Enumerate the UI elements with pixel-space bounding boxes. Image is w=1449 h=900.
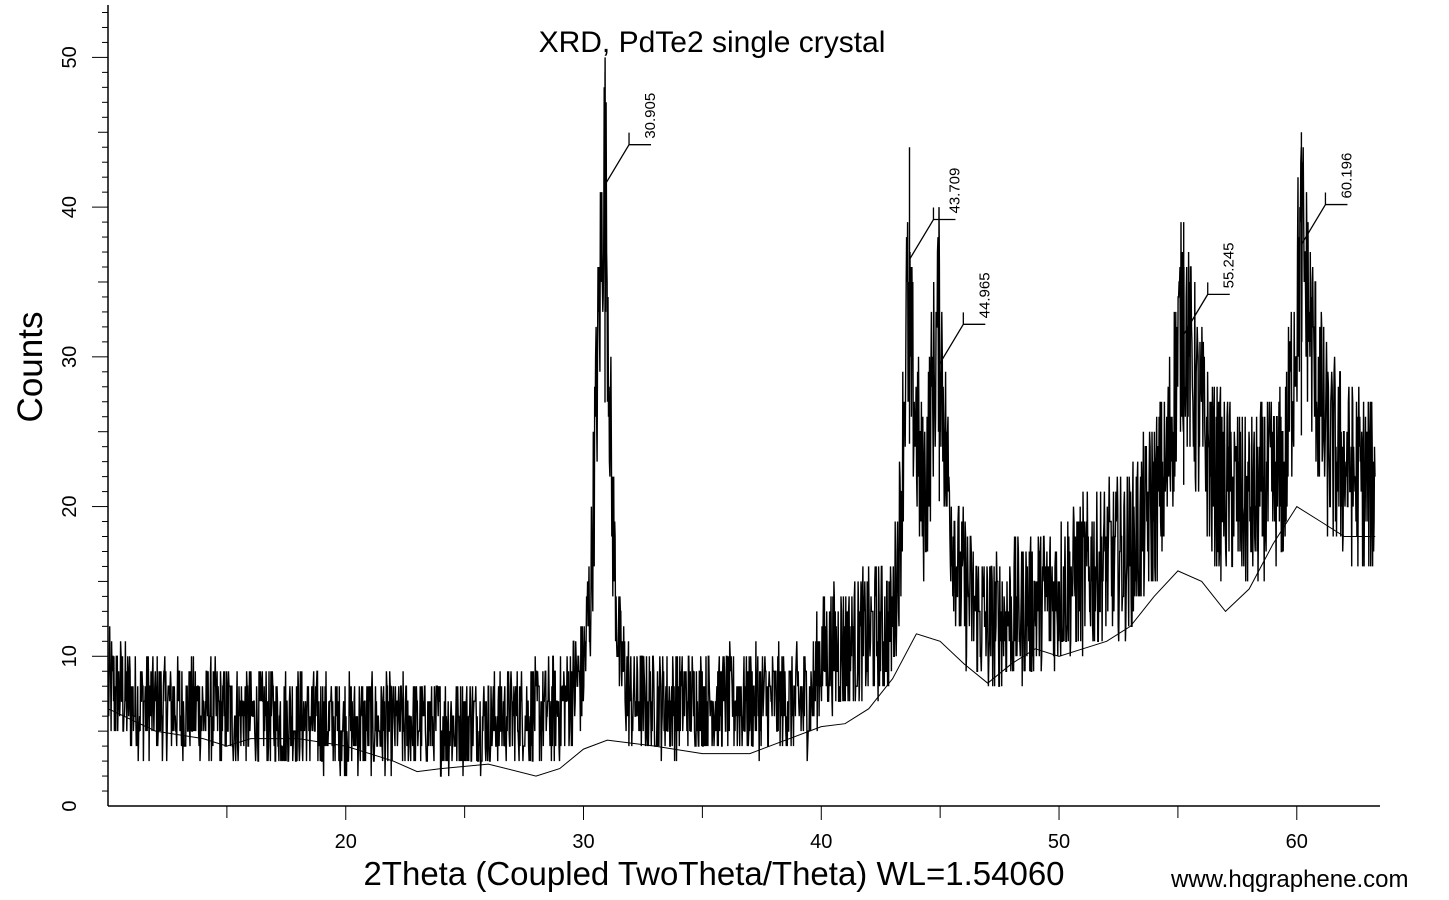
peak-label: 55.245 [1221, 242, 1238, 288]
peak-leader-line [908, 207, 956, 260]
peak-leader-line [1183, 282, 1230, 335]
x-tick-label: 60 [1286, 831, 1308, 853]
x-tick-label: 50 [1048, 831, 1070, 853]
y-tick-label: 30 [59, 346, 81, 368]
y-tick-label: 0 [59, 800, 81, 811]
y-tick-label: 50 [59, 46, 81, 68]
peak-marker: 55.245 [1183, 242, 1238, 335]
x-tick-label: 30 [572, 831, 594, 853]
watermark-url: www.hqgraphene.com [1171, 866, 1409, 893]
peak-label: 60.196 [1338, 153, 1355, 199]
peak-marker: 30.905 [604, 93, 659, 185]
peak-marker: 43.709 [908, 168, 963, 260]
x-tick-label: 40 [810, 831, 832, 853]
y-axis-title: Counts [11, 312, 50, 423]
peak-marker: 44.965 [938, 272, 993, 365]
x-tick-label: 20 [335, 831, 357, 853]
y-tick-label: 10 [59, 645, 81, 667]
background-curve [107, 505, 1376, 777]
y-tick-label: 40 [59, 196, 81, 218]
x-axis-title: 2Theta (Coupled TwoTheta/Theta) WL=1.540… [363, 855, 1064, 892]
peak-leader-line [1300, 192, 1348, 245]
peak-leader-line [938, 312, 986, 365]
plot-area: 30.905 43.709 44.965 55.245 60.196 [107, 57, 1376, 777]
peak-label: 30.905 [642, 93, 659, 139]
peak-marker: 60.196 [1300, 153, 1355, 245]
diffraction-trace [107, 57, 1376, 777]
chart-title: XRD, PdTe2 single crystal [539, 26, 886, 59]
axes: 0 10 20 30 40 50 20 30 40 50 60 [59, 5, 1380, 853]
peak-leader-line [604, 132, 652, 185]
y-tick-label: 20 [59, 495, 81, 517]
peak-label: 43.709 [946, 168, 963, 214]
peak-label: 44.965 [976, 272, 993, 318]
